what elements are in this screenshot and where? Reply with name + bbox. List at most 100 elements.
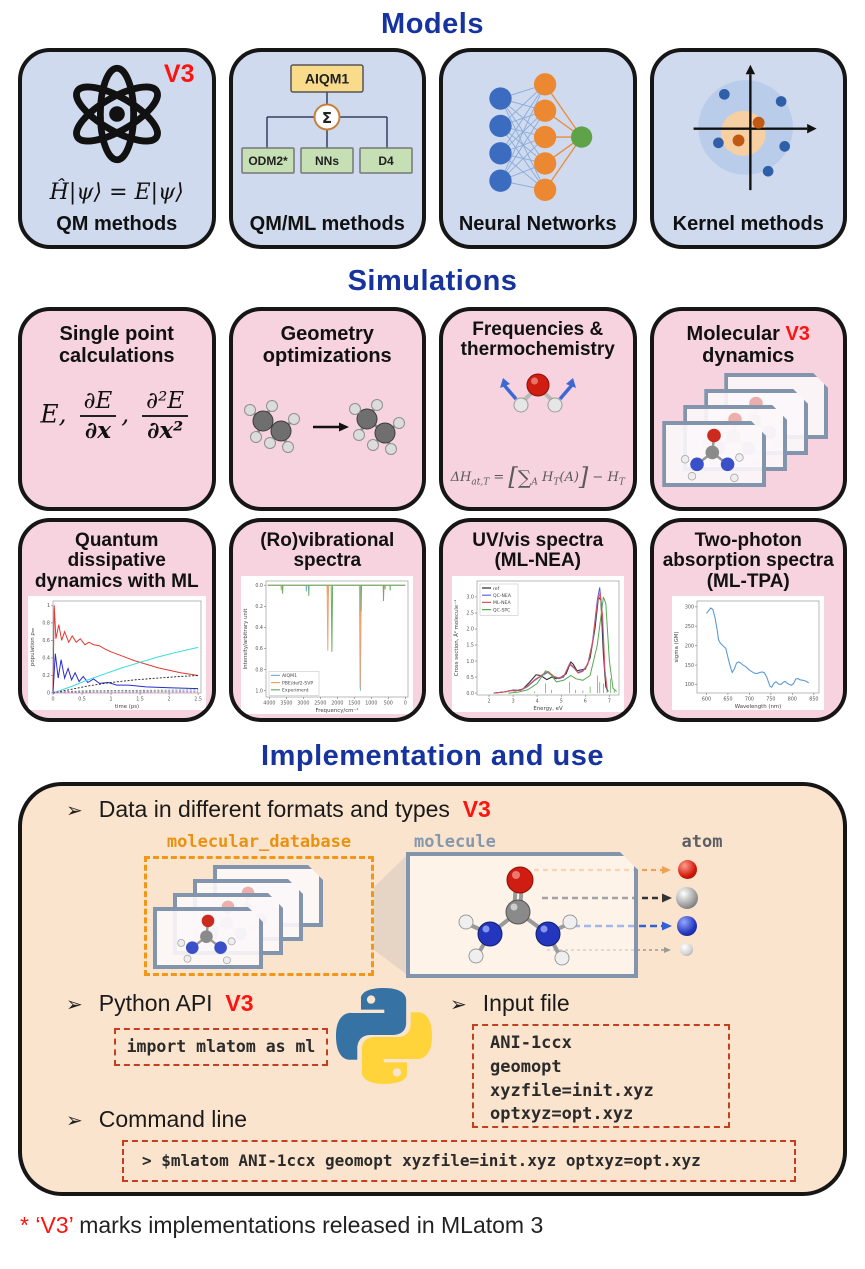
svg-text:4000: 4000 (264, 700, 276, 706)
svg-text:2.0: 2.0 (466, 626, 474, 632)
geometry-opt-title: Geometry optimizations (262, 323, 392, 367)
molecular-database-box (144, 856, 374, 976)
quantum-dynamics-plot: 0 0.5 1 1.5 2 2.5 0 0.2 0.4 0.6 0.8 1 time (ps) popul… (27, 595, 206, 710)
odm2-node: ODM2* (249, 154, 289, 168)
svg-text:time (ps): time (ps) (115, 704, 139, 710)
svg-text:0.4: 0.4 (42, 656, 50, 662)
svg-text:1500: 1500 (348, 700, 360, 706)
models-row: V3 Ĥ|ψ⟩ = E|ψ⟩ QM methods (18, 48, 847, 249)
svg-text:650: 650 (724, 696, 733, 702)
aiqm1-node: AIQM1 (305, 71, 350, 87)
svg-text:0.8: 0.8 (42, 621, 50, 627)
svg-text:Intensity/arbitrary unit: Intensity/arbitrary unit (243, 608, 249, 669)
molecule-label: molecule (414, 832, 496, 852)
two-photon-title: Two-photon absorption spectra (ML-TPA) (662, 530, 834, 592)
card-geometry-opt: Geometry optimizations (228, 307, 426, 511)
svg-text:500: 500 (384, 700, 393, 706)
svg-text:2.5: 2.5 (194, 696, 202, 702)
frequencies-title: Frequencies & thermochemistry (460, 319, 615, 361)
v3-badge: V3 (163, 60, 195, 88)
svg-text:1: 1 (47, 603, 50, 609)
geometry-molecules-icon (233, 391, 423, 465)
svg-text:0.4: 0.4 (256, 625, 264, 631)
molecular-dynamics-title: Molecular V3 dynamics (686, 323, 810, 367)
svg-text:800: 800 (788, 696, 797, 702)
v3-badge: V3 (225, 990, 254, 1016)
svg-text:2000: 2000 (331, 700, 343, 706)
python-logo-icon (334, 988, 434, 1089)
svg-text:1.0: 1.0 (256, 688, 264, 694)
svg-text:QC-NEA: QC-NEA (493, 593, 512, 599)
simulations-row-2: Quantum dissipative dynamics with ML 0 0.… (18, 518, 847, 722)
svg-text:200: 200 (685, 643, 694, 649)
svg-text:Wavelength (nm): Wavelength (nm) (735, 704, 782, 710)
aiqm1-tree-diagram: AIQM1 Σ ODM2* NNs D4 (233, 60, 423, 184)
footnote: * ‘V3’ marks implementations released in… (20, 1212, 544, 1238)
svg-text:population ρₙₙ: population ρₙₙ (30, 628, 36, 666)
svg-text:3000: 3000 (298, 700, 310, 706)
kernel-methods-label: Kernel methods (672, 213, 824, 235)
molecule-box (406, 852, 638, 978)
svg-text:ref: ref (493, 585, 500, 591)
schrodinger-equation: Ĥ|ψ⟩ = E|ψ⟩ (49, 180, 184, 205)
neural-networks-label: Neural Networks (458, 213, 617, 235)
card-single-point: Single point calculations E, ∂E ∂x, ∂²E ∂x… (18, 307, 216, 511)
carbon-atom-ball (676, 887, 698, 909)
svg-text:ML-NEA: ML-NEA (493, 600, 511, 606)
single-point-formula: E, ∂E ∂x, ∂²E ∂x² (22, 389, 212, 443)
water-molecule-icon (443, 369, 633, 421)
svg-text:1.0: 1.0 (466, 658, 474, 664)
kernel-methods-icon (654, 60, 844, 202)
svg-text:5: 5 (559, 698, 562, 704)
rovibrational-title: (Ro)vibrational spectra (260, 530, 395, 572)
input-file-bullet: ➢ Input file (450, 990, 570, 1016)
svg-text:1000: 1000 (365, 700, 377, 706)
svg-text:0: 0 (47, 691, 50, 697)
svg-text:Cross section, Å² molecule⁻¹: Cross section, Å² molecule⁻¹ (453, 599, 460, 675)
uvvis-title: UV/vis spectra (ML-NEA) (472, 530, 604, 572)
oxygen-atom-ball (678, 860, 697, 879)
svg-text:2.5: 2.5 (466, 610, 474, 616)
molecular-database-label: molecular_database (166, 832, 352, 852)
svg-text:0: 0 (404, 700, 407, 706)
command-line-bullet: ➢ Command line (66, 1106, 248, 1132)
svg-text:Experiment: Experiment (282, 687, 309, 693)
svg-text:2: 2 (487, 698, 490, 704)
svg-text:sigma (GM): sigma (GM) (674, 631, 680, 662)
svg-text:0.5: 0.5 (466, 674, 474, 680)
tpa-spectra-plot: 600 650 700 750 800 850 100 150 200 250 300 Wavelen… (672, 595, 825, 710)
atom-icon (22, 62, 212, 166)
svg-text:850: 850 (810, 696, 819, 702)
card-quantum-dissipative: Quantum dissipative dynamics with ML 0 0.… (18, 518, 216, 722)
svg-text:0.0: 0.0 (256, 583, 264, 589)
simulations-section-title: Simulations (347, 265, 518, 297)
v3-badge: V3 (785, 323, 810, 345)
implementation-box: ➢ Data in different formats and types V3 … (18, 782, 847, 1196)
card-kernel-methods: Kernel methods (649, 48, 847, 249)
svg-text:150: 150 (685, 663, 694, 669)
bullet-arrow-icon: ➢ (66, 994, 83, 1016)
qmml-methods-label: QM/ML methods (249, 213, 405, 235)
card-uvvis: UV/vis spectra (ML-NEA) 2 3 4 5 6 7 0.0 0.5 1.0 1… (439, 518, 637, 722)
svg-text:1.5: 1.5 (466, 642, 474, 648)
svg-text:700: 700 (745, 696, 754, 702)
implementation-section-title: Implementation and use (261, 740, 604, 772)
card-molecular-dynamics: Molecular V3 dynamics (649, 307, 847, 511)
sum-node: Σ (322, 109, 332, 127)
svg-text:750: 750 (767, 696, 776, 702)
svg-text:7: 7 (608, 698, 611, 704)
card-neural-networks: Neural Networks (439, 48, 637, 249)
svg-text:QC-SPC: QC-SPC (493, 607, 510, 613)
python-code-box: import mlatom as ml (114, 1028, 328, 1066)
data-formats-bullet: ➢ Data in different formats and types V3 (66, 796, 491, 822)
nitrogen-atom-ball (677, 916, 697, 936)
card-two-photon: Two-photon absorption spectra (ML-TPA) 6… (649, 518, 847, 722)
svg-text:0.8: 0.8 (256, 667, 264, 673)
uvvis-spectra-plot: 2 3 4 5 6 7 0.0 0.5 1.0 1.5 2.0 2.5 3.0 Energy, eV Cro… (451, 575, 624, 712)
card-frequencies: Frequencies & thermochemistry ΔHat,T = [… (439, 307, 637, 511)
v3-badge: V3 (462, 796, 491, 822)
svg-text:300: 300 (685, 605, 694, 611)
input-file-box: ANI-1ccx geomopt xyzfile=init.xyz optxyz… (472, 1024, 730, 1128)
svg-text:4: 4 (535, 698, 538, 704)
data-objects-diagram: molecular_database molecule atom (22, 832, 851, 986)
